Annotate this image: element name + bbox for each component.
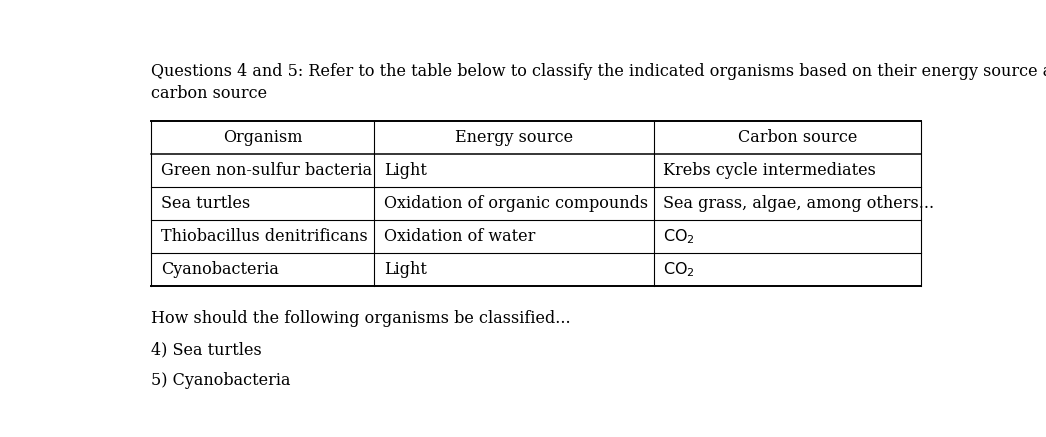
Text: Green non-sulfur bacteria: Green non-sulfur bacteria	[161, 163, 372, 179]
Text: Krebs cycle intermediates: Krebs cycle intermediates	[663, 163, 877, 179]
Text: How should the following organisms be classified...: How should the following organisms be cl…	[151, 310, 571, 327]
Text: Cyanobacteria: Cyanobacteria	[161, 261, 278, 278]
Text: 4) Sea turtles: 4) Sea turtles	[151, 342, 262, 359]
Text: Sea turtles: Sea turtles	[161, 195, 250, 212]
Text: $\mathrm{CO_2}$: $\mathrm{CO_2}$	[663, 228, 696, 246]
Text: Organism: Organism	[223, 129, 302, 146]
Text: 5) Cyanobacteria: 5) Cyanobacteria	[151, 372, 291, 389]
Text: Thiobacillus denitrificans: Thiobacillus denitrificans	[161, 229, 367, 245]
Text: Carbon source: Carbon source	[737, 129, 858, 146]
Text: Oxidation of organic compounds: Oxidation of organic compounds	[384, 195, 647, 212]
Text: Sea grass, algae, among others...: Sea grass, algae, among others...	[663, 195, 934, 212]
Text: Light: Light	[384, 261, 427, 278]
Text: Oxidation of water: Oxidation of water	[384, 229, 536, 245]
Text: Energy source: Energy source	[455, 129, 573, 146]
Text: $\mathrm{CO_2}$: $\mathrm{CO_2}$	[663, 260, 696, 279]
Text: Questions 4 and 5: Refer to the table below to classify the indicated organisms : Questions 4 and 5: Refer to the table be…	[151, 62, 1046, 102]
Text: Light: Light	[384, 163, 427, 179]
